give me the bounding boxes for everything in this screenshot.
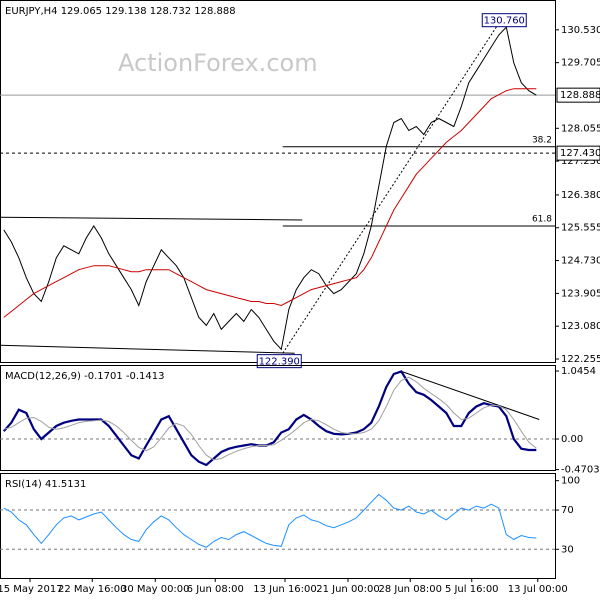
series-line [2,370,537,467]
trendline [0,344,295,354]
y-tick-label: -0.4703 [561,465,600,476]
x-tick-label: 21 Jun 00:00 [316,584,380,595]
panel-frame [0,365,556,471]
series-line [3,376,537,461]
panel-title: MACD(12,26,9) -0.1701 -0.1413 [5,371,165,382]
x-tick-label: 28 Jun 08:00 [378,584,442,595]
extreme-box [481,13,527,28]
series-line [3,493,537,548]
panel-frame [0,473,556,579]
y-tick-label: 129.705 [561,58,600,69]
x-tick-label: 15 May 2017 [0,584,63,595]
y-tick-label: 1.0454 [561,366,596,377]
x-tick-label: 30 May 00:00 [121,584,190,595]
series-line [3,26,537,351]
panel-title: EURJPY,H4 129.065 129.138 128.732 128.88… [5,6,236,17]
extreme-label: 122.390 [259,357,300,368]
x-tick-label: 13 Jul 00:00 [508,584,568,595]
trendline [401,370,540,420]
y-tick-label: 70 [561,505,574,516]
level-label: 127.430 [560,148,600,159]
y-tick-label: 123.905 [561,288,600,299]
series-line [3,88,537,318]
y-tick-label: 130.530 [561,25,600,36]
y-tick-label: 125.555 [561,223,600,234]
level-box [556,145,600,161]
fib-label: 38.2 [532,135,552,145]
x-tick-label: 6 Jun 08:00 [187,584,244,595]
extreme-box [256,354,302,369]
trendline [0,216,303,221]
y-tick-label: 0.00 [561,434,583,445]
y-tick-label: 100 [561,476,580,487]
watermark: ActionForex.com [118,49,318,77]
level-label: 128.888 [560,90,600,101]
x-tick-label: 22 May 16:00 [58,584,127,595]
y-tick-label: 123.080 [561,321,600,332]
y-tick-label: 124.730 [561,256,600,267]
level-box [556,87,600,103]
x-tick-label: 5 Jul 16:00 [445,584,499,595]
extreme-label: 130.760 [484,16,525,27]
panel-title: RSI(14) 41.5131 [5,479,86,490]
x-tick-label: 13 Jun 16:00 [253,584,317,595]
y-tick-label: 127.230 [561,156,600,167]
y-tick-label: 30 [561,544,574,555]
y-tick-label: 126.380 [561,190,600,201]
y-tick-label: 122.255 [561,354,600,365]
fib-label: 61.8 [532,214,552,224]
y-tick-label: 128.055 [561,123,600,134]
